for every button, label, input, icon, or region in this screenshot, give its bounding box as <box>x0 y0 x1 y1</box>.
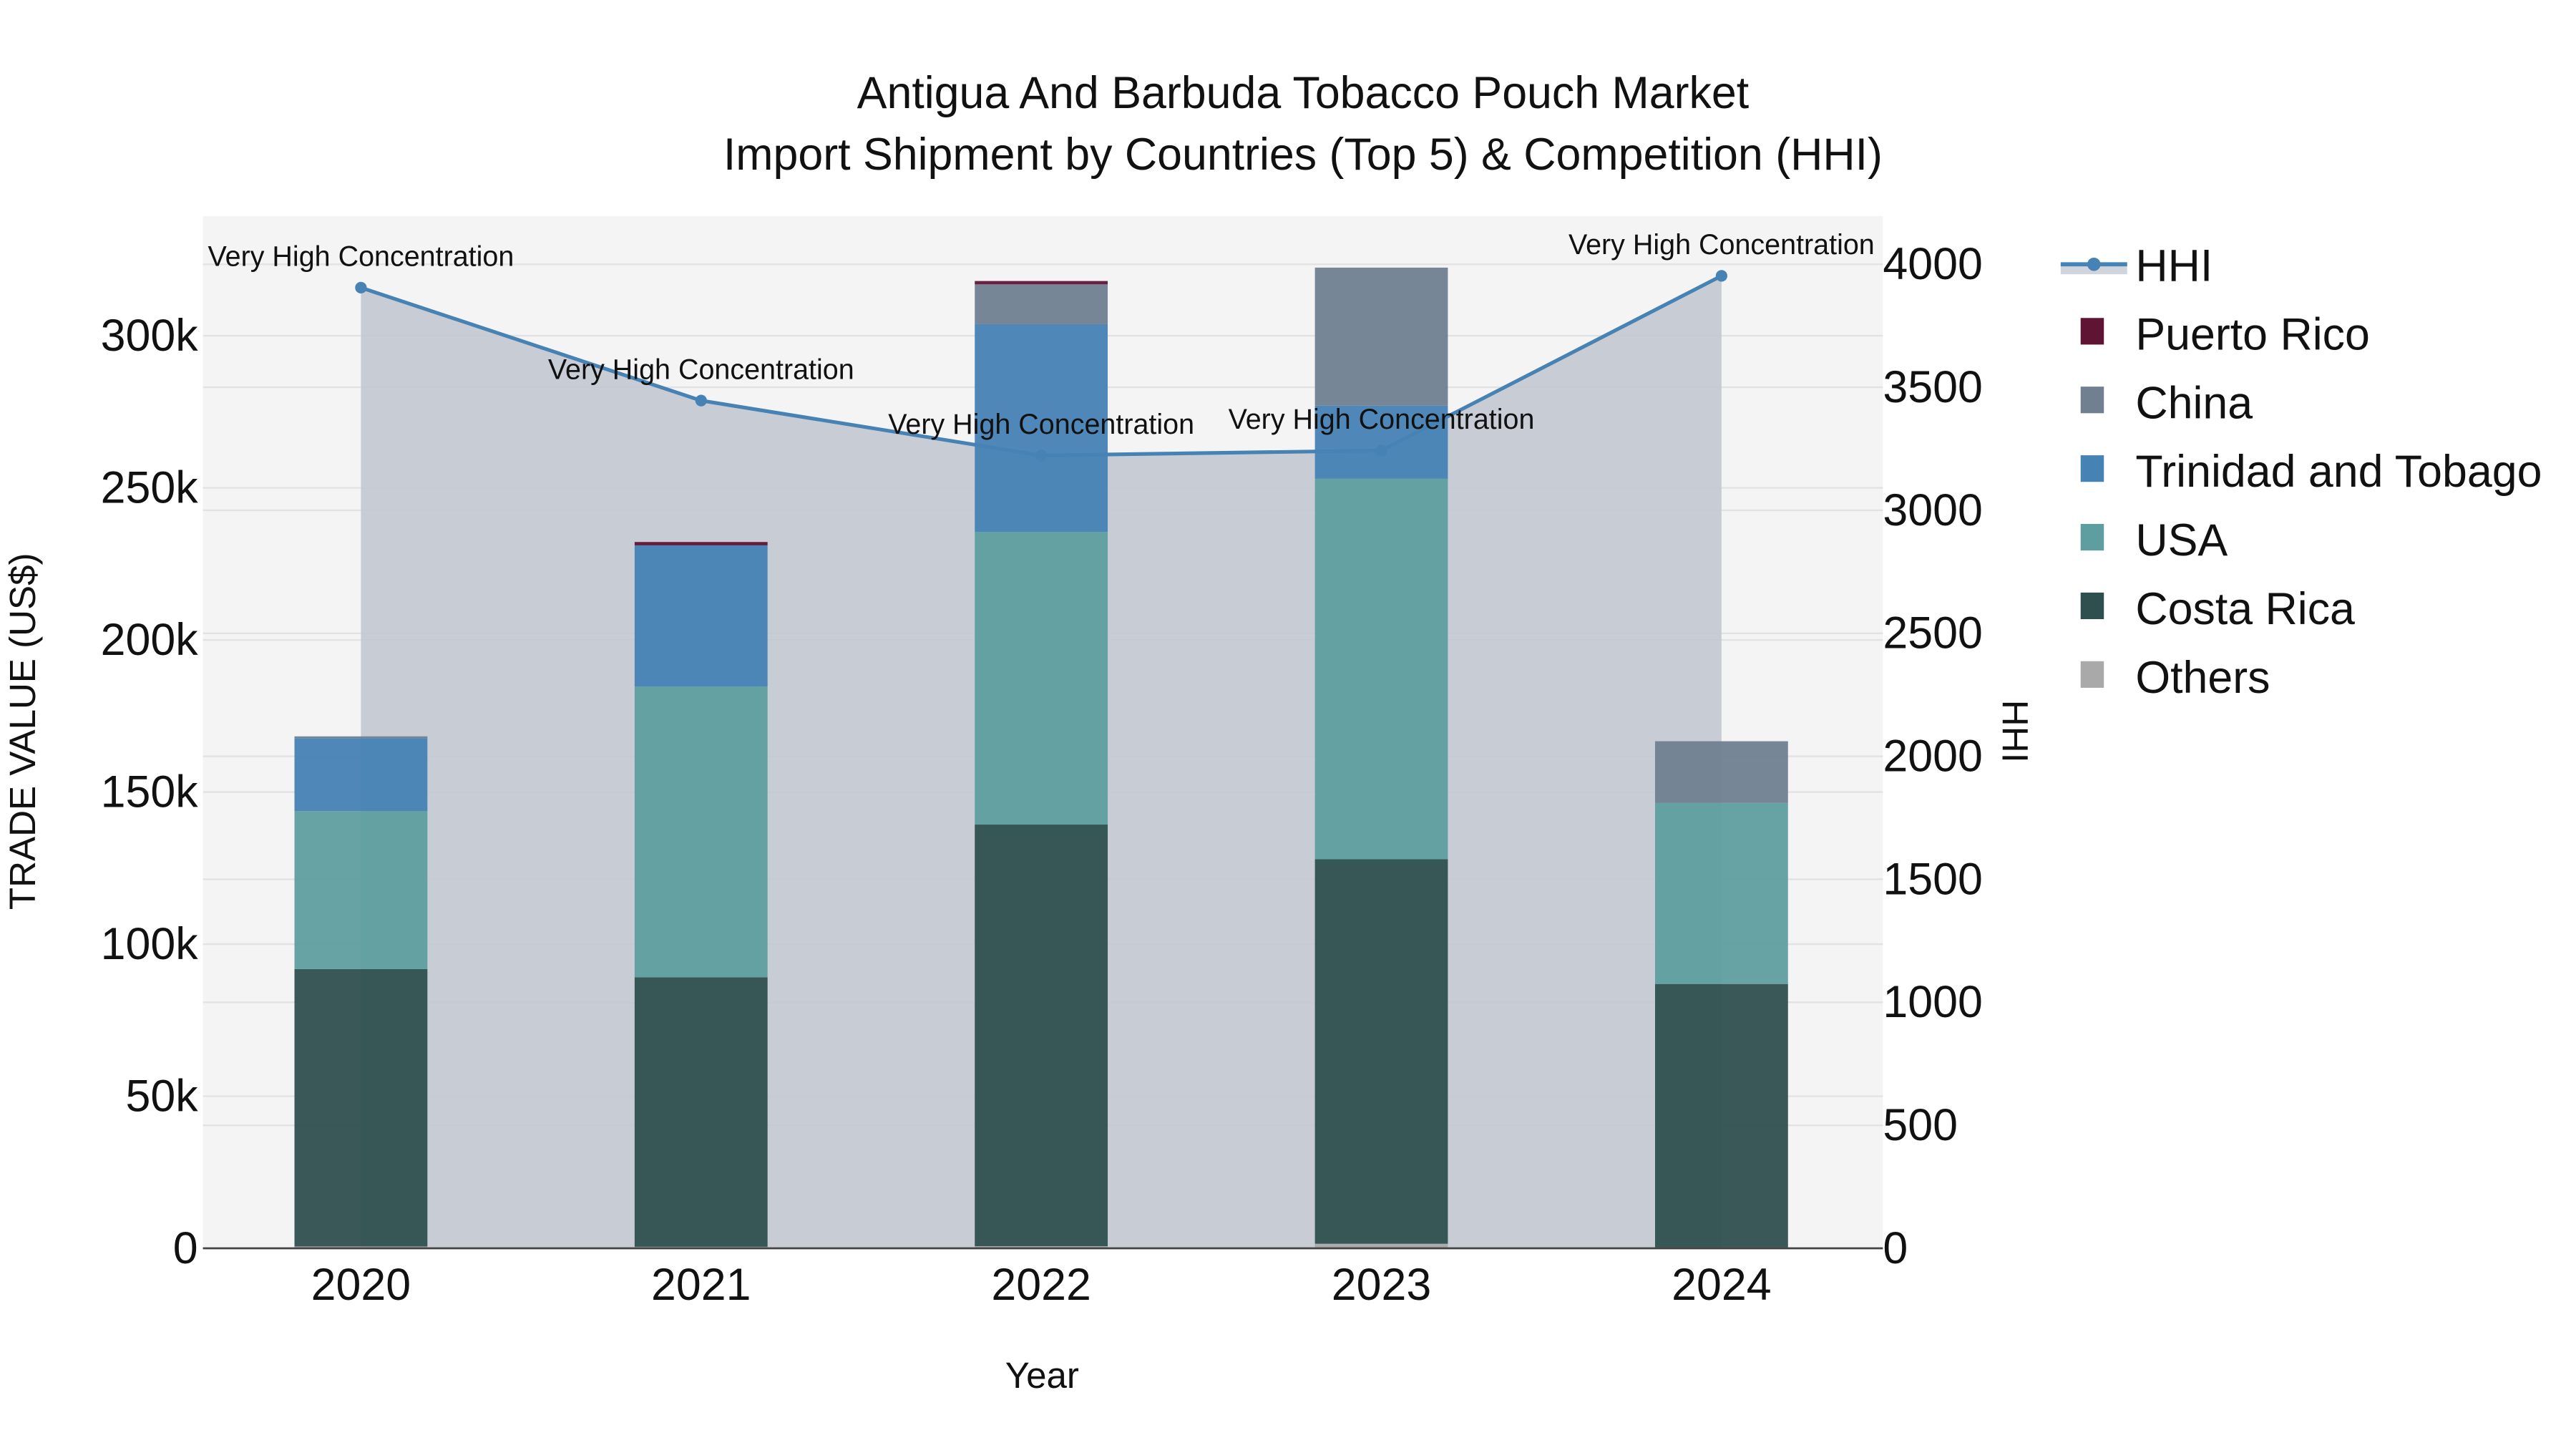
legend-label: Costa Rica <box>2135 584 2355 634</box>
bar-segment[interactable] <box>1314 267 1448 406</box>
legend-label: Puerto Rico <box>2135 309 2370 359</box>
legend-item-usa[interactable]: USA <box>2080 515 2228 565</box>
y2-tick-label: 4000 <box>1883 239 1982 289</box>
x-tick-label: 2021 <box>651 1260 751 1310</box>
legend-swatch-icon <box>2080 318 2104 345</box>
bar-segment[interactable] <box>634 686 768 978</box>
bar-segment[interactable] <box>634 545 768 687</box>
legend-swatch-icon <box>2080 592 2104 620</box>
legend-item-hhi[interactable]: HHI <box>2060 240 2212 291</box>
y2-tick-label: 3000 <box>1883 485 1982 535</box>
legend-label: USA <box>2135 515 2228 565</box>
hhi-annotation: Very High Concentration <box>548 354 854 385</box>
y-tick-label: 200k <box>101 615 199 665</box>
legend-label: HHI <box>2135 240 2212 291</box>
y2-tick-label: 2500 <box>1883 608 1982 659</box>
hhi-marker[interactable] <box>695 394 707 407</box>
bar-stack-2022[interactable] <box>975 281 1108 1249</box>
y2-tick-label: 1500 <box>1883 854 1982 904</box>
bar-segment[interactable] <box>975 825 1108 1247</box>
hhi-annotation: Very High Concentration <box>1568 229 1875 261</box>
bar-segment[interactable] <box>975 281 1108 285</box>
bar-segment[interactable] <box>1314 859 1448 1244</box>
hhi-marker[interactable] <box>1035 449 1048 462</box>
bar-segment[interactable] <box>1314 1243 1448 1249</box>
hhi-annotation: Very High Concentration <box>208 241 514 273</box>
hhi-line <box>355 270 1728 462</box>
hhi-annotations: Very High Concentration Very High Concent… <box>208 229 1875 440</box>
hhi-marker[interactable] <box>1715 270 1728 282</box>
x-axis-title: Year <box>1005 1355 1079 1396</box>
x-tick-label: 2023 <box>1332 1260 1431 1310</box>
x-tick-label: 2024 <box>1672 1260 1771 1310</box>
chart-title: Antigua And Barbuda Tobacco Pouch Market <box>857 68 1749 118</box>
bar-stack-2020[interactable] <box>294 736 428 1249</box>
y-axis-ticks: 0 50k 100k 150k 200k 250k 300k <box>101 311 199 1273</box>
bar-stack-2024[interactable] <box>1654 741 1788 1249</box>
legend-swatch-icon <box>2080 661 2104 688</box>
y2-tick-label: 0 <box>1883 1223 1908 1273</box>
x-tick-label: 2020 <box>311 1260 411 1310</box>
bar-stack-2023[interactable] <box>1314 267 1448 1249</box>
hhi-marker[interactable] <box>355 281 367 294</box>
legend-item-costa-rica[interactable]: Costa Rica <box>2080 584 2355 634</box>
legend: HHI Puerto Rico China Trinidad and Tobago US… <box>2060 240 2542 703</box>
bar-segment[interactable] <box>1314 405 1448 479</box>
y2-tick-label: 1000 <box>1883 977 1982 1027</box>
y2-axis-title: HHI <box>1995 700 2036 763</box>
y-tick-label: 250k <box>101 462 199 512</box>
bar-segment[interactable] <box>294 736 428 739</box>
legend-label: China <box>2135 378 2253 428</box>
bar-segment[interactable] <box>975 1246 1108 1249</box>
y2-axis-ticks: 0 500 1000 1500 2000 2500 3000 3500 4000 <box>1883 239 1982 1273</box>
legend-item-china[interactable]: China <box>2080 378 2253 428</box>
hhi-annotation: Very High Concentration <box>888 409 1194 440</box>
y-tick-label: 100k <box>101 919 199 969</box>
chart-subtitle: Import Shipment by Countries (Top 5) & C… <box>723 130 1883 180</box>
bar-segment[interactable] <box>294 968 428 1247</box>
hhi-marker[interactable] <box>1375 444 1387 457</box>
bar-segment[interactable] <box>975 324 1108 533</box>
y-axis-title: TRADE VALUE (US$) <box>2 553 43 910</box>
legend-item-others[interactable]: Others <box>2080 653 2270 703</box>
y2-tick-label: 3500 <box>1883 362 1982 412</box>
x-tick-label: 2022 <box>991 1260 1091 1310</box>
bar-stack-2021[interactable] <box>634 542 768 1249</box>
legend-marker-icon <box>2087 257 2101 271</box>
hhi-annotation: Very High Concentration <box>1229 404 1535 435</box>
legend-label: Others <box>2135 653 2270 703</box>
y2-tick-label: 500 <box>1883 1100 1958 1150</box>
bar-segment[interactable] <box>634 977 768 1247</box>
legend-item-trinidad-and-tobago[interactable]: Trinidad and Tobago <box>2080 447 2542 497</box>
y2-tick-label: 2000 <box>1883 732 1982 782</box>
legend-label: Trinidad and Tobago <box>2135 447 2542 497</box>
y-tick-label: 300k <box>101 311 199 361</box>
legend-swatch-icon <box>2080 455 2104 482</box>
bar-segment[interactable] <box>975 284 1108 324</box>
legend-item-puerto-rico[interactable]: Puerto Rico <box>2080 309 2370 359</box>
legend-swatch-icon <box>2080 523 2104 551</box>
bar-segment[interactable] <box>975 532 1108 825</box>
y-tick-label: 150k <box>101 767 199 817</box>
legend-swatch-icon <box>2080 387 2104 414</box>
bar-segment[interactable] <box>1654 983 1788 1248</box>
x-axis-ticks: 2020 2021 2022 2023 2024 <box>311 1260 1772 1310</box>
stacked-bars <box>294 267 1788 1249</box>
y-tick-label: 0 <box>173 1223 198 1273</box>
bar-segment[interactable] <box>294 811 428 969</box>
bar-segment[interactable] <box>294 738 428 812</box>
y-tick-label: 50k <box>126 1071 199 1121</box>
bar-segment[interactable] <box>1654 741 1788 803</box>
bar-segment[interactable] <box>1654 802 1788 984</box>
bar-segment[interactable] <box>634 542 768 545</box>
bar-segment[interactable] <box>1314 478 1448 860</box>
